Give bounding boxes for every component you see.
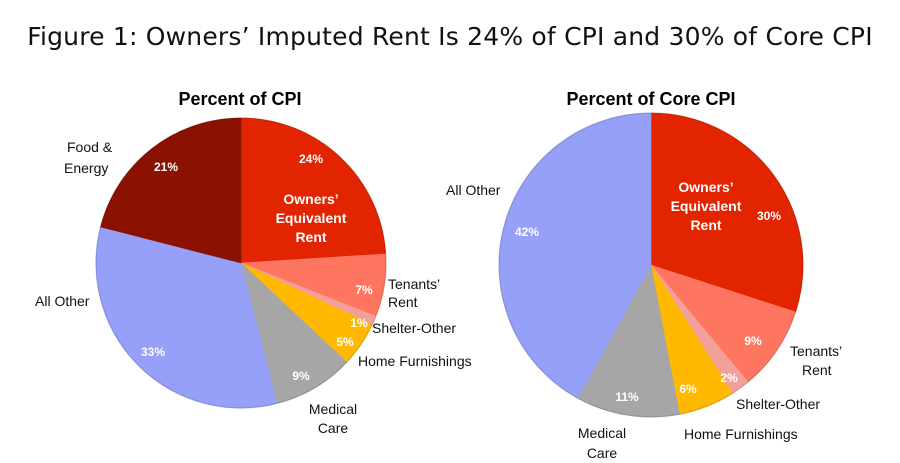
pct-label-allother: 42% (515, 225, 539, 239)
label-furnishings: Home Furnishings (684, 426, 798, 442)
label-allother: All Other (35, 293, 90, 309)
inslice-label-oer-2: Equivalent (671, 198, 742, 214)
label-shelter: Shelter-Other (736, 396, 820, 412)
inslice-label-oer-3: Rent (295, 229, 326, 245)
inslice-label-oer-1: Owners’ (283, 191, 338, 207)
pct-label-furnishings: 5% (336, 335, 354, 349)
inslice-label-oer-3: Rent (690, 217, 721, 233)
label-furnishings: Home Furnishings (358, 353, 472, 369)
pie-chart-cpi: Percent of CPI 24% 7% 1% 5% 9% 33% 21% O… (35, 89, 472, 436)
pct-label-medical: 11% (615, 390, 639, 404)
label-tenants-1: Tenants’ (790, 343, 842, 359)
inslice-label-oer-1: Owners’ (678, 179, 733, 195)
pct-label-oer: 30% (757, 209, 781, 223)
pie-slice-core-cpi-tenants-rent (650, 264, 796, 383)
label-medical-1: Medical (309, 401, 357, 417)
pct-label-allother: 33% (141, 345, 165, 359)
label-tenants-2: Rent (388, 294, 418, 310)
label-allother: All Other (446, 182, 501, 198)
label-food-1: Food & (67, 139, 113, 155)
label-tenants-1: Tenants’ (388, 276, 440, 292)
pie-slice-cpi-food-energy (100, 117, 242, 264)
inslice-label-oer-2: Equivalent (276, 210, 347, 226)
pie-slice-cpi-all-other (95, 226, 278, 409)
pct-label-tenants: 9% (744, 334, 762, 348)
pct-label-medical: 9% (292, 369, 310, 383)
pct-label-shelter: 2% (720, 371, 738, 385)
pct-label-tenants: 7% (355, 283, 373, 297)
figure-title: Figure 1: Owners’ Imputed Rent Is 24% of… (27, 22, 873, 51)
label-medical-2: Care (587, 445, 618, 461)
pct-label-shelter: 1% (350, 316, 368, 330)
pie-slice-core-cpi-owners-equivalent-rent (650, 112, 804, 313)
chart-title-core-cpi: Percent of Core CPI (566, 89, 735, 109)
pct-label-furnishings: 6% (679, 382, 697, 396)
pie-slices-core-cpi (498, 112, 804, 418)
pie-slice-core-cpi-all-other (498, 112, 652, 399)
pct-label-food: 21% (154, 160, 178, 174)
label-tenants-2: Rent (802, 362, 832, 378)
pie-slice-cpi-medical-care (240, 262, 348, 404)
pie-slice-core-cpi-medical-care (577, 264, 680, 418)
label-medical-2: Care (318, 420, 349, 436)
pie-chart-core-cpi: Percent of Core CPI 30% 9% 2% 6% 11% 42%… (446, 89, 842, 461)
label-medical-1: Medical (578, 425, 626, 441)
label-shelter: Shelter-Other (372, 320, 456, 336)
pie-outline-core-cpi (498, 112, 804, 418)
label-food-2: Energy (64, 160, 108, 176)
pct-label-oer: 24% (299, 152, 323, 166)
pie-outline-cpi (95, 117, 387, 409)
chart-title-cpi: Percent of CPI (178, 89, 301, 109)
pie-slice-cpi-owners-equivalent-rent (240, 117, 387, 264)
pie-slices-cpi (95, 117, 387, 409)
